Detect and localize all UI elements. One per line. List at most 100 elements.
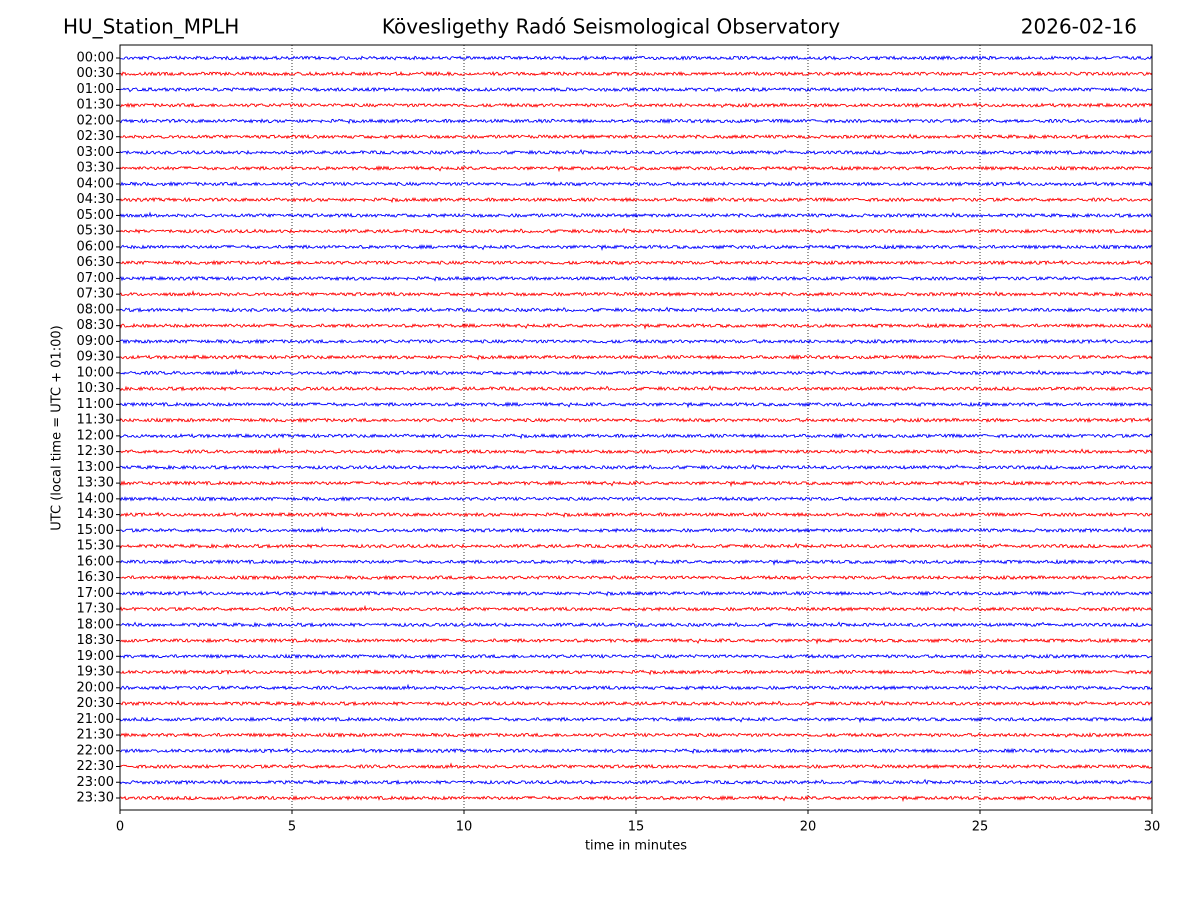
trace	[119, 148, 1153, 156]
trace	[119, 306, 1153, 313]
y-tick-label: 21:00	[77, 712, 114, 727]
trace	[119, 55, 1153, 61]
trace	[119, 275, 1153, 282]
y-tick-label: 10:00	[77, 365, 114, 380]
trace	[119, 526, 1153, 534]
plot-frame	[119, 44, 1153, 811]
y-tick-label: 14:00	[77, 491, 114, 506]
trace	[119, 385, 1153, 392]
y-tick-label: 05:00	[77, 208, 114, 223]
y-tick-label: 17:00	[77, 586, 114, 601]
y-tick-label: 16:30	[77, 570, 114, 585]
y-tick-label: 12:30	[77, 444, 114, 459]
trace	[119, 116, 1152, 125]
y-tick-label: 20:30	[77, 696, 114, 711]
y-tick-label: 05:30	[77, 224, 114, 239]
y-tick-label: 08:30	[77, 318, 114, 333]
trace	[119, 86, 1153, 93]
trace	[119, 447, 1153, 455]
trace	[119, 747, 1153, 755]
y-tick-label: 23:00	[77, 775, 114, 790]
trace	[119, 243, 1153, 252]
y-tick-label: 06:00	[77, 239, 114, 254]
y-tick-label: 18:00	[77, 617, 114, 632]
trace	[119, 716, 1153, 724]
y-tick-label: 04:00	[77, 176, 114, 191]
y-tick-label: 23:30	[77, 791, 114, 806]
trace	[119, 401, 1153, 409]
y-tick-label: 11:00	[77, 397, 114, 412]
trace	[119, 463, 1153, 471]
y-tick-label: 15:30	[77, 539, 114, 554]
y-tick-label: 18:30	[77, 633, 114, 648]
trace	[119, 211, 1153, 219]
trace	[119, 290, 1153, 298]
trace	[119, 417, 1153, 424]
x-tick-label: 25	[972, 820, 989, 835]
trace	[119, 102, 1153, 109]
y-tick-label: 11:30	[77, 413, 114, 428]
trace	[119, 165, 1153, 173]
trace	[119, 354, 1153, 361]
station-name: HU_Station_MPLH	[63, 15, 239, 39]
y-tick-label: 00:30	[77, 66, 114, 81]
trace	[119, 227, 1153, 235]
chart-date: 2026-02-16	[1021, 15, 1137, 39]
y-axis-label: UTC (local time = UTC + 01:00)	[50, 325, 65, 530]
y-tick-label: 01:00	[77, 82, 114, 97]
y-tick-label: 07:30	[77, 287, 114, 302]
y-tick-label: 01:30	[77, 98, 114, 113]
y-tick-label: 10:30	[77, 381, 114, 396]
x-tick-label: 10	[456, 820, 473, 835]
y-tick-label: 16:00	[77, 554, 114, 569]
x-axis-label: time in minutes	[585, 839, 687, 854]
y-tick-label: 03:00	[77, 145, 114, 160]
trace	[119, 668, 1153, 676]
y-tick-label: 00:00	[77, 51, 114, 66]
trace	[119, 542, 1153, 549]
x-tick-label: 15	[628, 820, 645, 835]
trace	[120, 621, 1153, 628]
y-tick-label: 02:00	[77, 113, 114, 128]
trace	[119, 338, 1153, 345]
trace	[119, 259, 1153, 266]
trace	[119, 653, 1153, 660]
y-tick-label: 21:30	[77, 728, 114, 743]
y-tick-label: 20:00	[77, 680, 114, 695]
trace	[119, 180, 1153, 187]
trace	[119, 762, 1153, 770]
trace	[119, 432, 1153, 440]
trace	[119, 731, 1153, 738]
y-tick-label: 22:00	[77, 743, 114, 758]
trace	[119, 495, 1153, 502]
trace	[119, 133, 1153, 140]
y-tick-label: 13:00	[77, 460, 114, 475]
y-tick-label: 17:30	[77, 602, 114, 617]
y-tick-label: 09:00	[77, 334, 114, 349]
x-tick-label: 0	[116, 820, 124, 835]
y-tick-label: 04:30	[77, 192, 114, 207]
y-tick-label: 03:30	[77, 161, 114, 176]
y-tick-label: 07:00	[77, 271, 114, 286]
trace	[119, 368, 1153, 376]
y-tick-label: 12:00	[77, 428, 114, 443]
y-tick-label: 08:00	[77, 302, 114, 317]
y-tick-label: 22:30	[77, 759, 114, 774]
trace	[119, 590, 1153, 597]
x-tick-label: 20	[800, 820, 817, 835]
y-tick-label: 13:30	[77, 476, 114, 491]
trace	[119, 558, 1153, 566]
y-tick-label: 09:30	[77, 350, 114, 365]
y-tick-label: 19:30	[77, 665, 114, 680]
trace	[119, 637, 1153, 645]
y-tick-label: 19:00	[77, 649, 114, 664]
trace	[119, 683, 1153, 691]
trace	[119, 511, 1153, 519]
y-tick-label: 02:30	[77, 129, 114, 144]
trace	[119, 574, 1153, 581]
x-tick-label: 30	[1144, 820, 1161, 835]
y-tick-label: 15:00	[77, 523, 114, 538]
y-tick-label: 14:30	[77, 507, 114, 522]
trace	[119, 700, 1153, 707]
